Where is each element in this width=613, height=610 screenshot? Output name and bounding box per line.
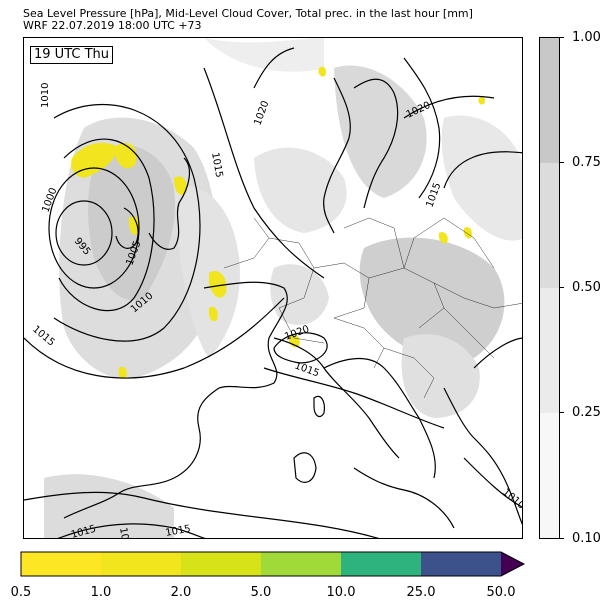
coastlines bbox=[24, 57, 522, 538]
cloud-bin-010-025 bbox=[540, 413, 559, 538]
isobars bbox=[24, 47, 522, 538]
isobar-1015-east bbox=[443, 151, 522, 189]
precip-tick-label: 25.0 bbox=[406, 585, 436, 600]
precip-tick-label: 50.0 bbox=[486, 585, 516, 600]
precip-bin-0.5-1.0 bbox=[21, 552, 101, 576]
precip-extend-arrow bbox=[501, 552, 524, 576]
map-title: Sea Level Pressure [hPa], Mid-Level Clou… bbox=[23, 7, 473, 20]
isobar-1020-east bbox=[403, 95, 495, 119]
isobar-label: 1015 bbox=[293, 360, 321, 379]
cloud-tick-label: 0.25 bbox=[572, 405, 601, 420]
isobar-label: 1020 bbox=[252, 99, 271, 127]
precip-tick-label: 1.0 bbox=[90, 585, 112, 600]
cloud-tick-label: 0.10 bbox=[572, 531, 601, 546]
cloud-cover-colorbar bbox=[539, 37, 560, 539]
isobar-1005 bbox=[58, 138, 155, 312]
cloud-tick-mark bbox=[560, 538, 564, 539]
country-borders bbox=[223, 217, 522, 399]
cloud-cover-shading bbox=[44, 38, 522, 538]
isobar-label: 1015 bbox=[30, 324, 57, 349]
isobar-1015-west bbox=[24, 297, 285, 379]
isobar-1015-north bbox=[203, 67, 325, 279]
cloud-tick-label: 1.00 bbox=[572, 30, 601, 45]
map-canvas: 1010 1015 1000 995 1005 1010 1015 1020 1… bbox=[24, 38, 523, 539]
cloud-tick-mark bbox=[560, 37, 564, 38]
cloud-tick-mark bbox=[560, 162, 564, 163]
precipitation-colorbar bbox=[20, 551, 526, 577]
isobar-995 bbox=[55, 200, 113, 266]
map-subtitle: WRF 22.07.2019 18:00 UTC +73 bbox=[23, 19, 202, 32]
isobar-1015-southwest bbox=[57, 523, 206, 538]
precip-bin-1.0-2.0 bbox=[101, 552, 181, 576]
valid-time-label: 19 UTC Thu bbox=[30, 46, 113, 64]
precip-tick-label: 2.0 bbox=[170, 585, 192, 600]
isobar-1010 bbox=[53, 104, 201, 342]
isobar-1000 bbox=[48, 167, 140, 289]
isobar-1010-southeast bbox=[463, 457, 522, 508]
isobar-label: 1000 bbox=[40, 186, 59, 214]
cloud-tick-label: 0.50 bbox=[572, 280, 601, 295]
isobar-label: 1010 bbox=[40, 83, 51, 108]
cloud-tick-mark bbox=[560, 287, 564, 288]
precip-bin-10.0-25.0 bbox=[341, 552, 421, 576]
cloud-tick-label: 0.75 bbox=[572, 155, 601, 170]
cloud-bin-050-075 bbox=[540, 163, 559, 288]
isobar-label: 1015 bbox=[209, 152, 224, 179]
precip-bin-2.0-5.0 bbox=[181, 552, 261, 576]
isobar-east-arc bbox=[473, 337, 522, 369]
precip-tick-label: 5.0 bbox=[250, 585, 272, 600]
cloud-bin-025-050 bbox=[540, 288, 559, 413]
precip-bin-5.0-10.0 bbox=[261, 552, 341, 576]
precip-tick-label: 10.0 bbox=[326, 585, 356, 600]
isobar-label: 1010 bbox=[500, 487, 523, 512]
cloud-tick-mark bbox=[560, 412, 564, 413]
isobar-1020-alps bbox=[273, 332, 328, 364]
precip-bin-25.0-50.0 bbox=[421, 552, 501, 576]
isobar-label: 1015 bbox=[165, 524, 192, 539]
cloud-bin-075-100 bbox=[540, 38, 559, 163]
weather-map: 1010 1015 1000 995 1005 1010 1015 1020 1… bbox=[23, 37, 523, 539]
isobar-label: 1010 bbox=[117, 527, 132, 539]
isobar-1015-south bbox=[263, 367, 445, 429]
precip-tick-label: 0.5 bbox=[10, 585, 32, 600]
isobar-1020-north bbox=[253, 47, 295, 89]
